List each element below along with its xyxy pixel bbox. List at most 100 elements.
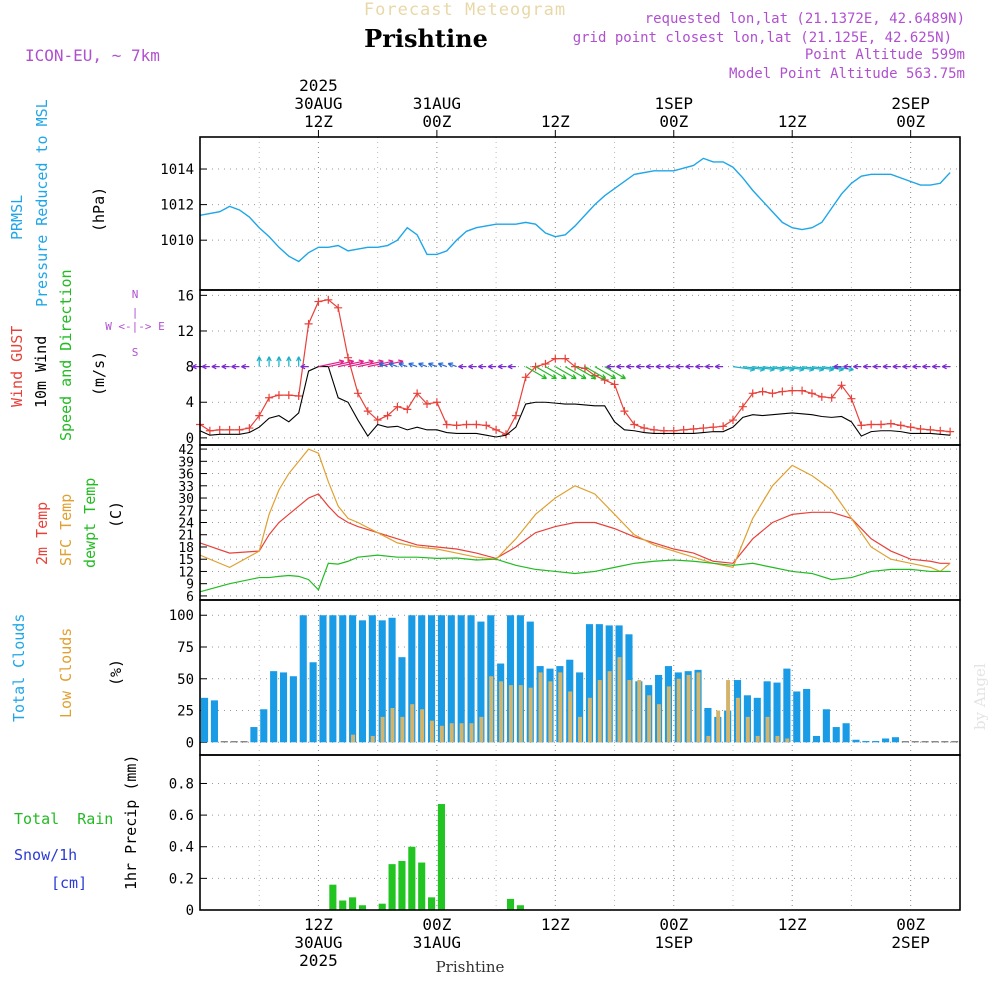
forecast-title: Forecast Meteogram — [364, 0, 566, 20]
low-cloud-bar — [775, 735, 780, 743]
wind-direction-arrow — [843, 363, 852, 370]
gust-point — [304, 319, 313, 328]
wind-direction-arrow — [300, 363, 309, 370]
t2m-label: 2m Temp — [33, 502, 51, 565]
wind-direction-arrow — [447, 362, 457, 368]
total-cloud-bar — [428, 615, 436, 743]
gust-point — [827, 393, 836, 402]
y-tick-label: 25 — [177, 704, 194, 720]
time-label-bottom: 00Z — [659, 915, 688, 934]
wind-direction-arrow — [645, 363, 655, 370]
y-tick-label: 0 — [186, 735, 194, 751]
low-cloud-bar — [508, 685, 513, 743]
gust-point — [482, 421, 491, 430]
time-label-top: 2025 — [299, 76, 338, 95]
total-cloud-bar — [467, 615, 475, 743]
gust-point — [521, 373, 530, 382]
wind-direction-arrow — [525, 366, 547, 380]
y-tick-label: 50 — [177, 672, 194, 688]
precip-panel: 0 0.2 0.4 0.6 0.8 — [169, 755, 960, 919]
wind-direction-arrow — [616, 363, 625, 370]
total-cloud-bar — [408, 615, 416, 743]
prmsl-label: PRMSL — [8, 195, 26, 240]
total-cloud-bar — [911, 741, 919, 743]
total-cloud-bar — [783, 668, 791, 743]
wind-direction-arrow — [256, 356, 262, 367]
y-tick-label: 100 — [169, 608, 194, 624]
total-cloud-bar — [951, 741, 959, 743]
gust-point — [689, 424, 698, 433]
wind-direction-label: Speed and Direction — [57, 269, 75, 441]
wind-direction-arrow — [507, 363, 516, 370]
total-cloud-bar — [309, 662, 317, 743]
panel-frame — [199, 754, 961, 911]
requested-coords: requested lon,lat (21.1372E, 42.6489N) — [645, 11, 965, 27]
total-cloud-bar — [753, 697, 761, 743]
gust-point — [778, 387, 787, 396]
rain-bar — [506, 898, 515, 910]
total-cloud-bar — [941, 741, 949, 743]
rain-bar — [378, 903, 386, 910]
time-label-top: 2SEP — [891, 94, 930, 113]
low-cloud-bar — [666, 686, 671, 743]
low-cloud-bar — [627, 680, 632, 743]
gust-point — [432, 398, 441, 407]
gust-point — [423, 400, 432, 409]
total-cloud-bar — [201, 697, 209, 743]
low-cloud-bar — [706, 735, 711, 743]
total-cloud-bar — [931, 741, 939, 743]
y-tick-label: 9 — [186, 578, 194, 593]
time-label-bottom: 12Z — [778, 915, 807, 934]
low-cloud-bar — [420, 709, 425, 743]
wind-direction-arrow — [477, 363, 487, 370]
y-tick-label: 39 — [178, 455, 194, 470]
gust-point — [215, 425, 224, 434]
y-tick-label: 12 — [178, 565, 194, 580]
rain-bar — [437, 804, 445, 910]
wind-direction-arrow — [295, 356, 302, 367]
y-tick-label: 1014 — [160, 162, 194, 178]
gust-point — [896, 421, 905, 430]
total-cloud-bar — [418, 615, 426, 743]
total-cloud-bar — [852, 739, 860, 743]
total-cloud-bar — [793, 691, 801, 743]
model-label: ICON-EU, ~ 7km — [25, 46, 160, 65]
gust-point — [403, 405, 412, 414]
wind-direction-arrow — [606, 363, 615, 370]
wind-direction-arrow — [418, 362, 428, 368]
wind-direction-arrow — [427, 362, 438, 368]
y-tick-label: 27 — [178, 504, 194, 519]
low-cloud-bar — [390, 707, 395, 743]
wind-direction-arrow — [912, 363, 921, 370]
low-cloud-bar — [686, 674, 691, 743]
total-cloud-bar — [516, 615, 524, 743]
total-cloud-bar — [329, 615, 337, 743]
wind-direction-arrow — [604, 366, 626, 380]
time-label-bottom: 2025 — [299, 951, 338, 970]
gust-point — [926, 425, 935, 434]
total-cloud-bar — [891, 737, 900, 743]
total-cloud-bar — [842, 723, 850, 743]
total-cloud-bar — [447, 615, 455, 743]
low-clouds-label: Low Clouds — [57, 628, 75, 718]
y-tick-label: 42 — [178, 443, 194, 458]
gust-point — [225, 425, 234, 434]
total-cloud-bar — [279, 672, 288, 743]
wind-direction-arrow — [594, 366, 617, 380]
low-cloud-bar — [657, 704, 661, 743]
low-cloud-bar — [735, 697, 740, 743]
low-cloud-bar — [489, 676, 494, 743]
time-label-top: 12Z — [541, 112, 570, 131]
y-tick-label: 0.8 — [169, 776, 194, 792]
low-cloud-bar — [400, 716, 405, 743]
wind-direction-arrow — [201, 363, 210, 370]
low-cloud-bar — [726, 680, 731, 743]
gust-point — [877, 420, 886, 429]
low-cloud-bar — [647, 695, 652, 743]
gust-point — [413, 389, 422, 398]
gust-point — [748, 389, 757, 398]
